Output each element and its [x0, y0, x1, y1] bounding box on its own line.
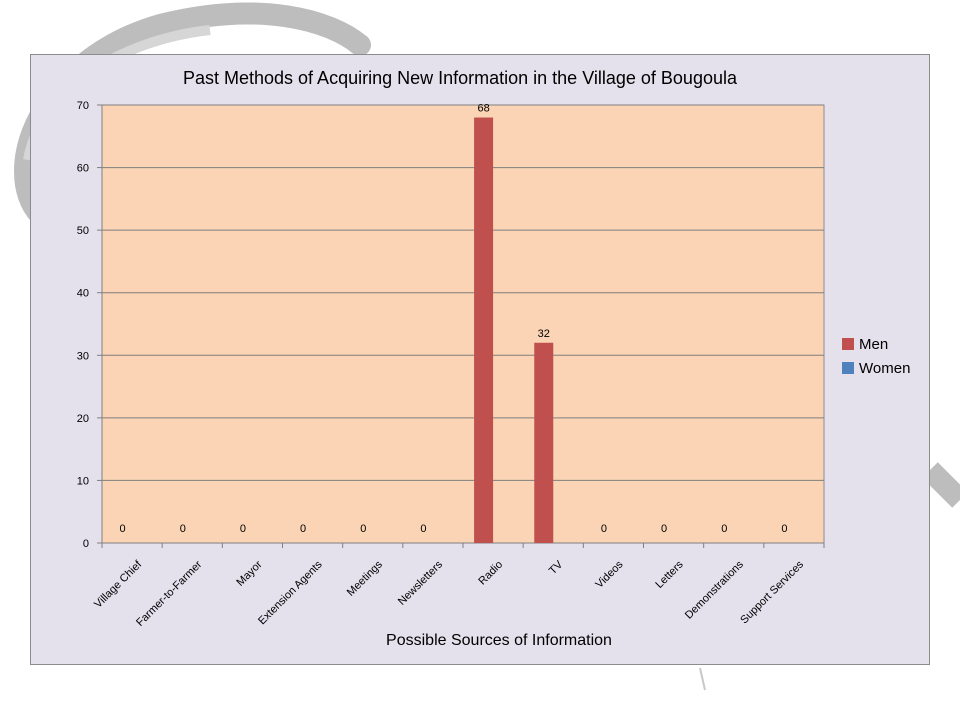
legend-swatch-men [842, 338, 854, 350]
bar-chart: Past Methods of Acquiring New Informatio… [77, 68, 911, 649]
data-label: 0 [240, 523, 246, 535]
y-tick-label: 0 [83, 538, 89, 550]
data-label: 0 [300, 523, 306, 535]
chart-title: Past Methods of Acquiring New Informatio… [183, 68, 738, 88]
bar-men [534, 342, 554, 543]
data-label: 0 [420, 523, 426, 535]
x-tick-label: Videos [593, 558, 625, 590]
x-tick-label: Support Services [738, 558, 806, 626]
y-tick-label: 40 [77, 288, 89, 300]
data-label: 0 [781, 523, 787, 535]
legend-label-women: Women [859, 360, 910, 377]
data-label: 0 [721, 523, 727, 535]
y-tick-label: 50 [77, 225, 89, 237]
y-tick-label: 30 [77, 350, 89, 362]
x-tick-label: Meetings [345, 558, 385, 598]
data-label: 0 [661, 523, 667, 535]
x-tick-label: Extension Agents [256, 558, 325, 627]
data-label: 68 [477, 103, 489, 115]
x-tick-label: Village Chief [92, 558, 145, 611]
x-tick-label: Demonstrations [683, 558, 746, 621]
legend: Men Women [842, 336, 910, 377]
x-tick-label: Newsletters [396, 558, 445, 607]
data-label: 0 [180, 523, 186, 535]
data-label: 32 [538, 328, 550, 340]
legend-label-men: Men [859, 336, 888, 353]
legend-swatch-women [842, 362, 854, 374]
bar-men [474, 117, 494, 543]
chart-area: Past Methods of Acquiring New Informatio… [30, 54, 930, 665]
data-label: 0 [601, 523, 607, 535]
x-tick-label: TV [547, 558, 566, 577]
x-tick-label: Radio [476, 559, 505, 588]
y-tick-label: 70 [77, 100, 89, 112]
data-label: 0 [360, 523, 366, 535]
y-tick-label: 20 [77, 413, 89, 425]
plot-background [101, 104, 825, 544]
x-tick-label: Letters [653, 558, 686, 591]
y-tick-label: 10 [77, 475, 89, 487]
x-tick-label: Farmer-to-Farmer [134, 558, 205, 629]
x-tick-label: Mayor [234, 558, 264, 588]
x-axis-label: Possible Sources of Information [386, 632, 612, 649]
data-label: 0 [120, 523, 126, 535]
y-tick-label: 60 [77, 163, 89, 175]
